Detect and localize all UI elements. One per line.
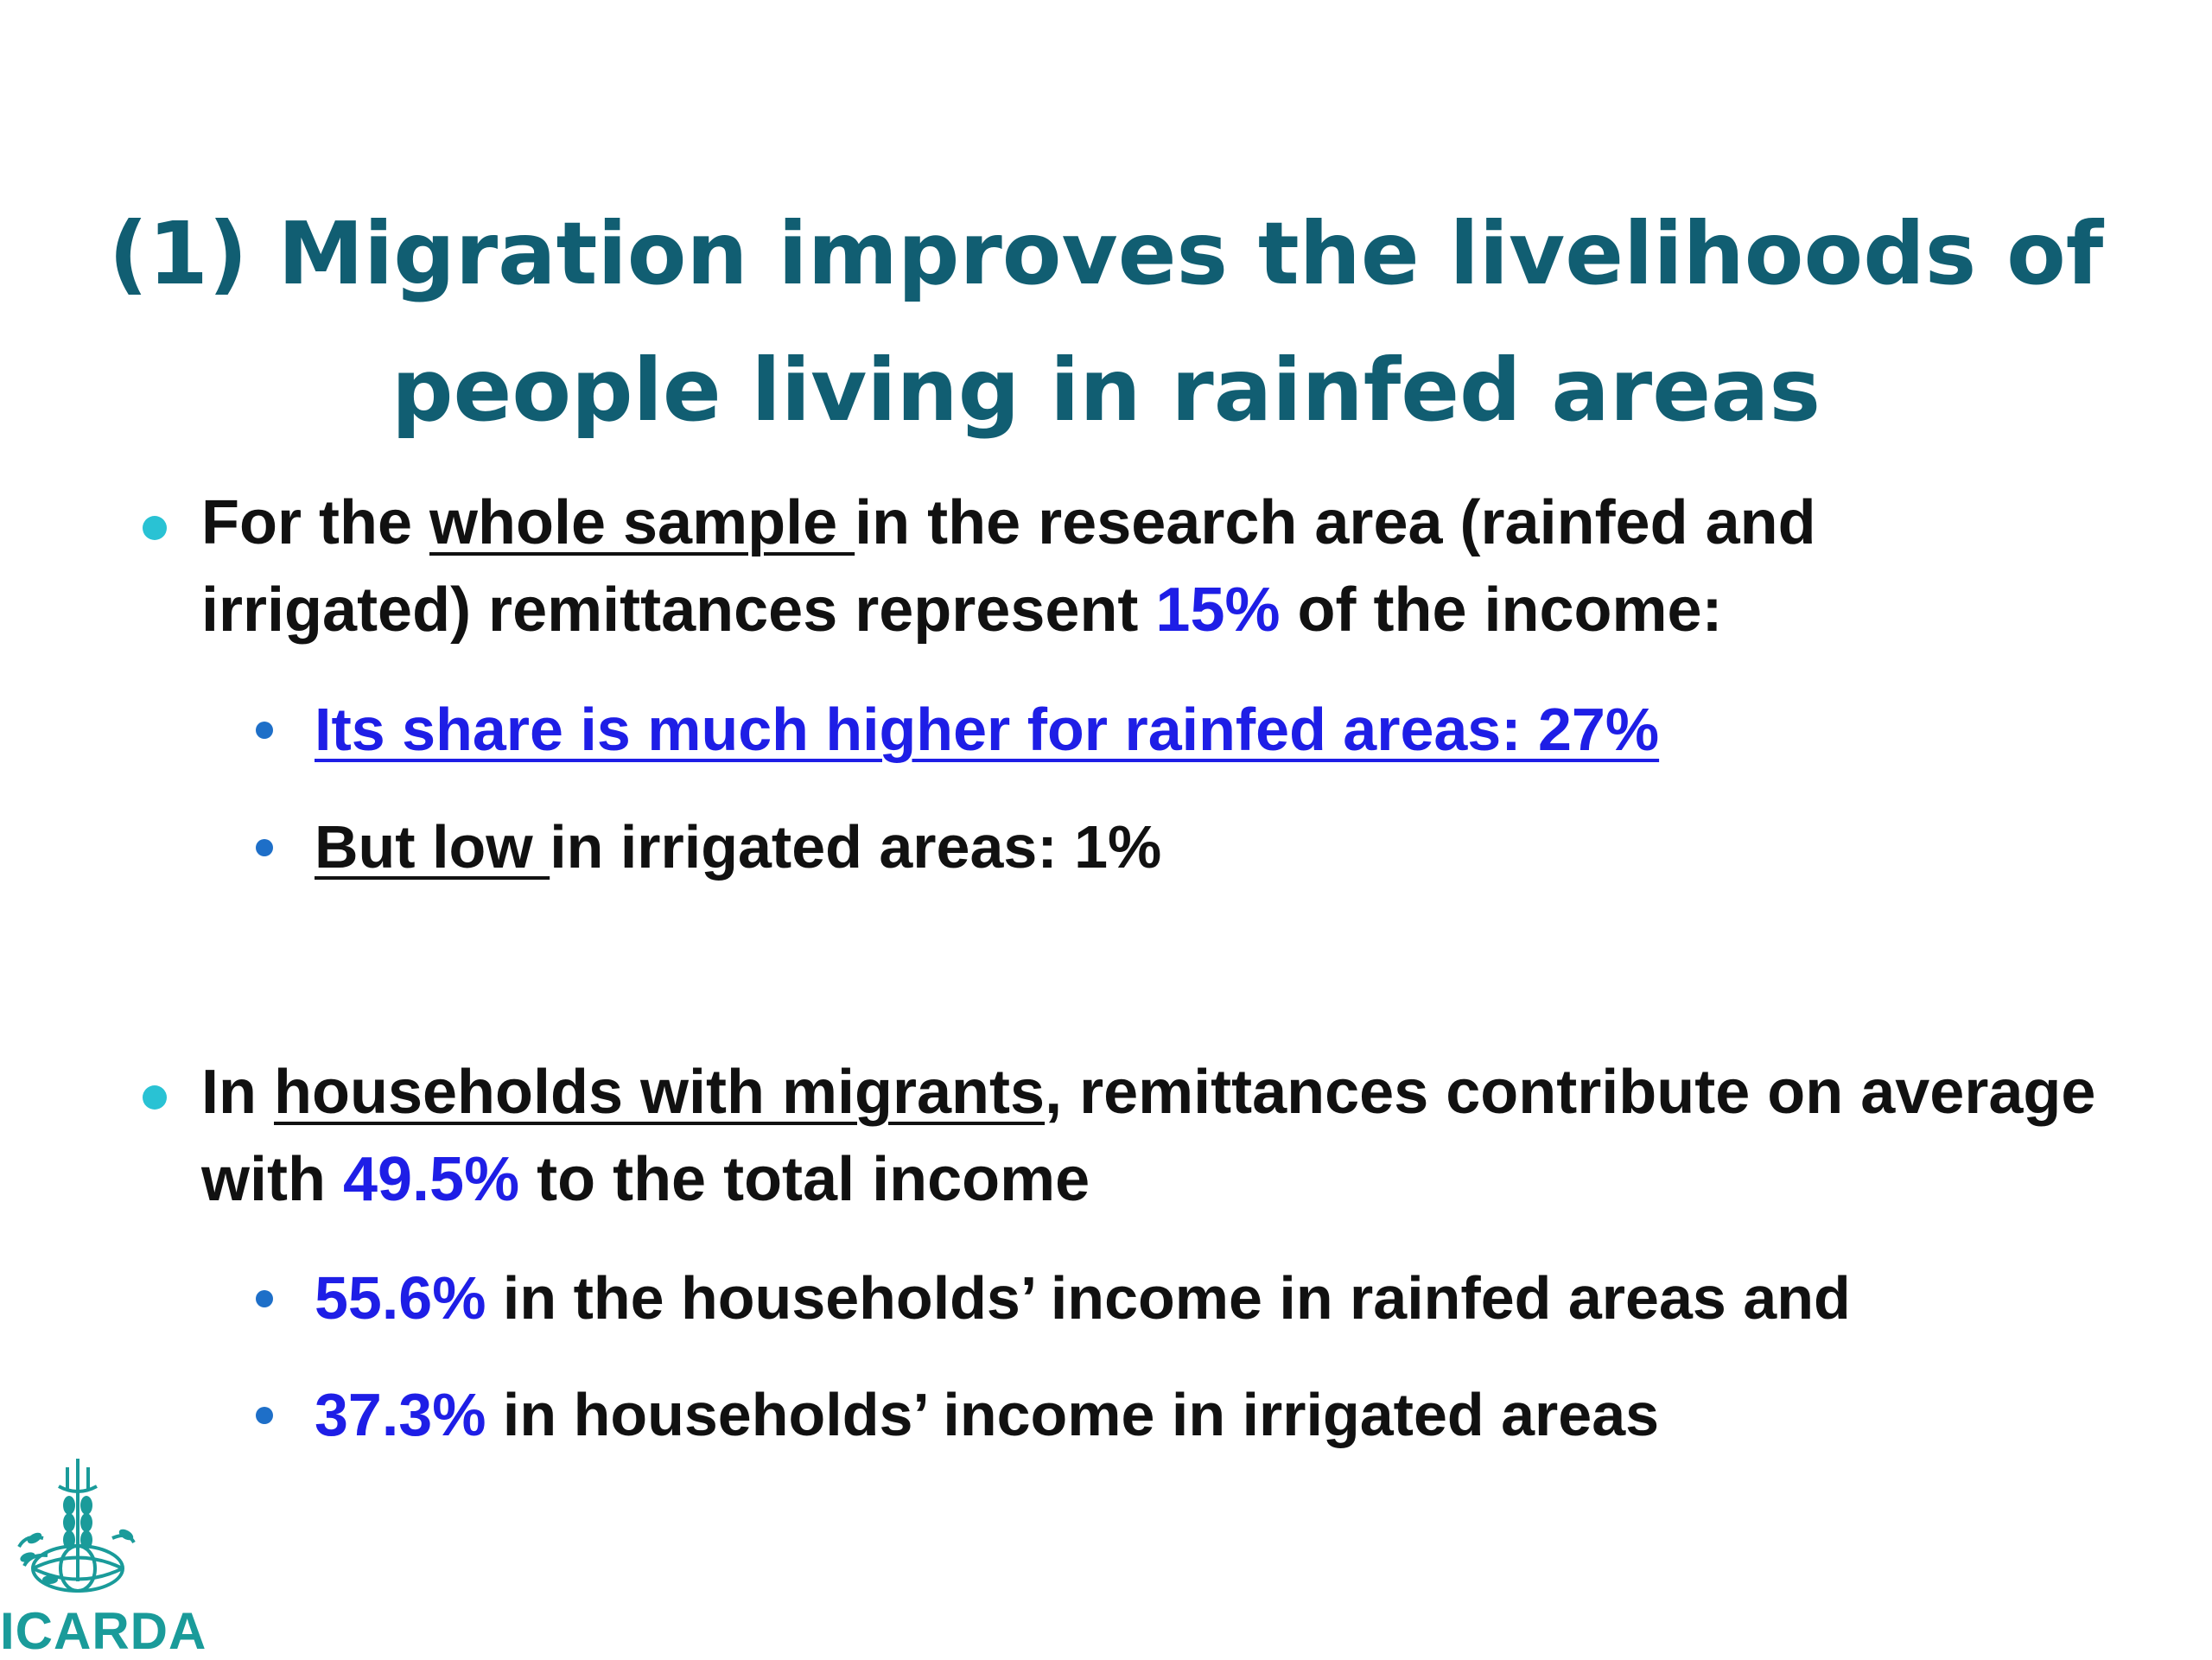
bullet-dot-icon bbox=[143, 1085, 167, 1110]
highlight-value: 15% bbox=[1155, 576, 1281, 645]
slide-title: (1) Migration improves the livelihoods o… bbox=[0, 186, 2212, 459]
sub-bullet-dot-icon bbox=[256, 722, 273, 739]
sub-bullet-irrigated-share: But low in irrigated areas: 1% bbox=[256, 808, 1162, 886]
wheat-globe-logo-icon bbox=[17, 1459, 136, 1593]
slide-title-line-2: people living in rainfed areas bbox=[391, 340, 1821, 441]
bullet-whole-sample: For the whole sample in the research are… bbox=[143, 480, 2102, 654]
bullet-text: , remittances contribute on average with bbox=[201, 1058, 2096, 1214]
bullet-dot-icon bbox=[143, 516, 167, 540]
sub-bullet-irrigated-income: 37.3% in households’ income in irrigated… bbox=[256, 1376, 1660, 1453]
sub-bullet-dot-icon bbox=[256, 839, 273, 856]
slide-title-line-1: (1) Migration improves the livelihoods o… bbox=[108, 203, 2104, 304]
sub-bullet-text: in households’ income in irrigated areas bbox=[486, 1381, 1660, 1448]
highlight-value: 37.3% bbox=[315, 1381, 486, 1448]
bullet-underlined-text: whole sample bbox=[429, 488, 855, 557]
bullet-text: In bbox=[201, 1058, 274, 1127]
bullet-text: to the total income bbox=[519, 1145, 1090, 1214]
rainfed-share-link[interactable]: Its share is much higher for rainfed are… bbox=[315, 696, 1660, 763]
highlight-value: 55.6% bbox=[315, 1264, 486, 1332]
sub-bullet-dot-icon bbox=[256, 1290, 273, 1307]
sub-bullet-rainfed-share[interactable]: Its share is much higher for rainfed are… bbox=[256, 690, 1660, 768]
logo-text: ICARDA bbox=[0, 1602, 207, 1660]
bullet-text: in the research area (rainfed and irriga… bbox=[201, 488, 1816, 645]
sub-bullet-underlined-text: But low bbox=[315, 813, 550, 881]
sub-bullet-dot-icon bbox=[256, 1407, 273, 1424]
bullet-text: of the income: bbox=[1280, 576, 1723, 645]
sub-bullet-text: in the households’ income in rainfed are… bbox=[486, 1264, 1851, 1332]
bullet-text: For the bbox=[201, 488, 429, 557]
sub-bullet-text: in irrigated areas: 1% bbox=[550, 813, 1162, 881]
highlight-value: 49.5% bbox=[342, 1145, 520, 1214]
bullet-underlined-text: households with migrants bbox=[274, 1058, 1046, 1127]
sub-bullet-rainfed-income: 55.6% in the households’ income in rainf… bbox=[256, 1259, 1851, 1337]
bullet-households-with-migrants: In households with migrants, remittances… bbox=[143, 1049, 2102, 1224]
icarda-logo: ICARDA bbox=[0, 1452, 233, 1659]
